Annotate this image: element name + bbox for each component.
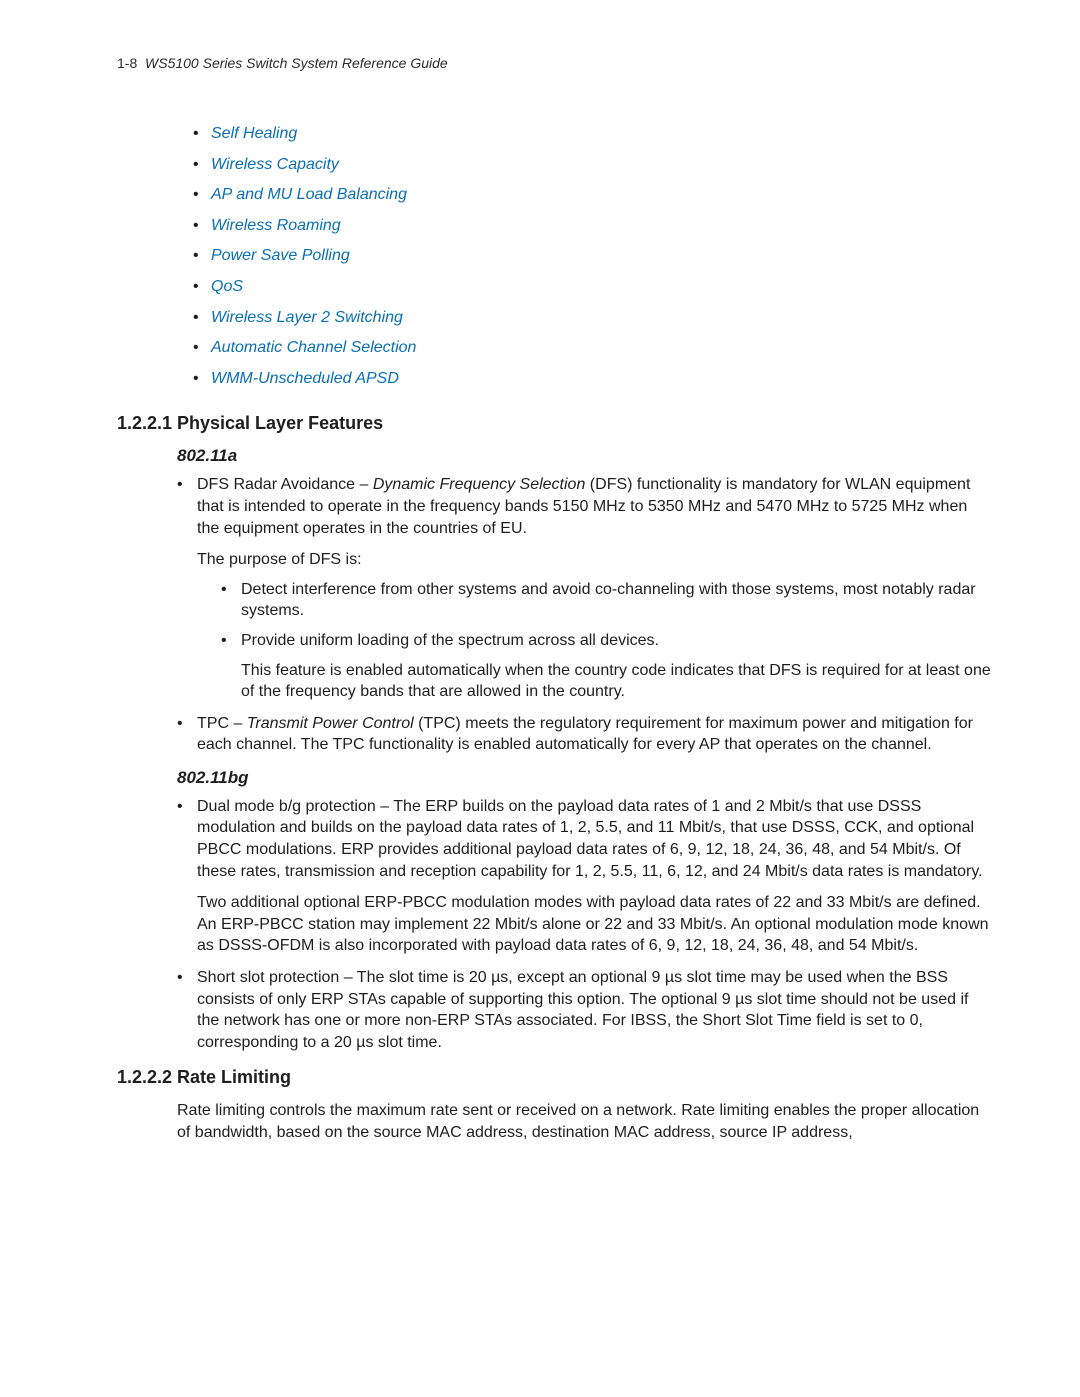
text: Short slot protection – The slot time is…: [197, 969, 968, 1051]
list-item: DFS Radar Avoidance – Dynamic Frequency …: [177, 474, 992, 702]
text-term: Dynamic Frequency Selection: [373, 476, 586, 493]
rate-limiting-paragraph: Rate limiting controls the maximum rate …: [177, 1100, 992, 1143]
section-heading-rate-limiting: 1.2.2.2Rate Limiting: [117, 1067, 992, 1088]
section-title: Rate Limiting: [177, 1067, 291, 1087]
toc-link[interactable]: WMM-Unscheduled APSD: [211, 370, 399, 387]
list-item: Self Healing: [193, 123, 992, 145]
list-item: Dual mode b/g protection – The ERP build…: [177, 796, 992, 957]
section-heading-physical-layer: 1.2.2.1Physical Layer Features: [117, 413, 992, 434]
text-term: Transmit Power Control: [247, 715, 414, 732]
text-para2: Two additional optional ERP-PBCC modulat…: [197, 892, 992, 957]
doc-title: WS5100 Series Switch System Reference Gu…: [145, 55, 448, 71]
text-note: This feature is enabled automatically wh…: [241, 660, 992, 703]
list-item: Wireless Roaming: [193, 215, 992, 237]
text: Dual mode b/g protection – The ERP build…: [197, 798, 983, 880]
list-item: Detect interference from other systems a…: [221, 579, 992, 622]
page-header: 1-8 WS5100 Series Switch System Referenc…: [117, 55, 992, 71]
list-item: QoS: [193, 276, 992, 298]
list-item: Short slot protection – The slot time is…: [177, 967, 992, 1053]
toc-link-list: Self Healing Wireless Capacity AP and MU…: [117, 123, 992, 389]
page-number: 1-8: [117, 55, 137, 71]
section-title: Physical Layer Features: [177, 413, 383, 433]
toc-link[interactable]: Wireless Layer 2 Switching: [211, 309, 403, 326]
list-item: Wireless Capacity: [193, 154, 992, 176]
toc-link[interactable]: Power Save Polling: [211, 247, 350, 264]
toc-link[interactable]: Wireless Roaming: [211, 217, 341, 234]
toc-link[interactable]: QoS: [211, 278, 243, 295]
toc-link[interactable]: Wireless Capacity: [211, 156, 339, 173]
list-item: WMM-Unscheduled APSD: [193, 368, 992, 390]
subheading-80211bg: 802.11bg: [177, 768, 992, 788]
text: Detect interference from other systems a…: [241, 581, 976, 620]
list-item: Provide uniform loading of the spectrum …: [221, 630, 992, 703]
text-purpose: The purpose of DFS is:: [197, 549, 992, 571]
sub-list: Detect interference from other systems a…: [197, 579, 992, 703]
subheading-80211a: 802.11a: [177, 446, 992, 466]
list-item: Automatic Channel Selection: [193, 337, 992, 359]
list-item: Power Save Polling: [193, 245, 992, 267]
feature-list-80211bg: Dual mode b/g protection – The ERP build…: [117, 796, 992, 1054]
toc-link[interactable]: AP and MU Load Balancing: [211, 186, 407, 203]
section-number: 1.2.2.1: [117, 413, 177, 434]
toc-link[interactable]: Automatic Channel Selection: [211, 339, 416, 356]
toc-link[interactable]: Self Healing: [211, 125, 297, 142]
text-lead: DFS Radar Avoidance –: [197, 476, 373, 493]
list-item: Wireless Layer 2 Switching: [193, 307, 992, 329]
section-number: 1.2.2.2: [117, 1067, 177, 1088]
document-page: 1-8 WS5100 Series Switch System Referenc…: [0, 0, 1080, 1397]
text: Provide uniform loading of the spectrum …: [241, 632, 659, 649]
list-item: TPC – Transmit Power Control (TPC) meets…: [177, 713, 992, 756]
feature-list-80211a: DFS Radar Avoidance – Dynamic Frequency …: [117, 474, 992, 756]
text-lead: TPC –: [197, 715, 247, 732]
list-item: AP and MU Load Balancing: [193, 184, 992, 206]
